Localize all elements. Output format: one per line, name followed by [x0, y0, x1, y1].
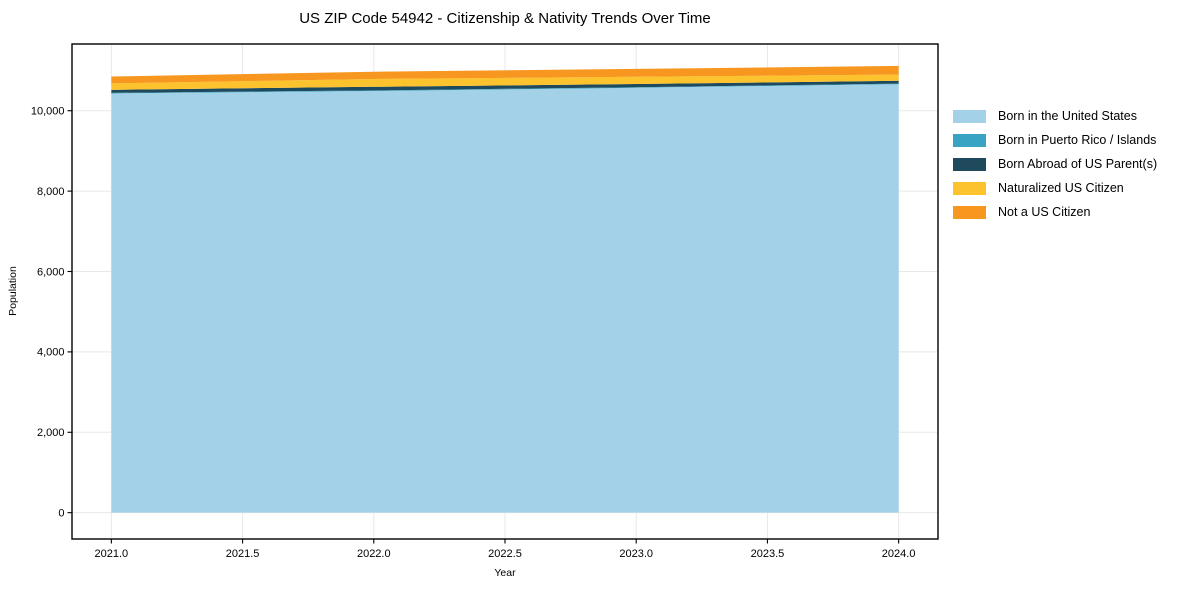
area-series-2 [111, 80, 899, 93]
legend-swatch-icon [953, 133, 986, 147]
x-axis-title: Year [494, 567, 516, 579]
y-tick-label: 2,000 [37, 427, 65, 439]
chart-legend: Born in the United States Born in Puerto … [953, 109, 1157, 219]
legend-swatch-icon [953, 205, 986, 219]
y-axis-title: Population [7, 266, 19, 316]
x-tick-label: 2023.0 [619, 548, 653, 560]
area-series-4 [111, 65, 899, 84]
legend-swatch-icon [953, 181, 986, 195]
legend-item-1: Born in Puerto Rico / Islands [953, 133, 1157, 147]
x-tick-label: 2021.0 [95, 548, 129, 560]
legend-item-0: Born in the United States [953, 109, 1157, 123]
x-tick-label: 2022.5 [488, 548, 522, 560]
legend-swatch-icon [953, 157, 986, 171]
area-series-3 [111, 74, 899, 90]
x-tick-label: 2021.5 [226, 548, 260, 560]
x-tick-label: 2024.0 [882, 548, 916, 560]
area-series-1 [111, 83, 899, 94]
chart-title: US ZIP Code 54942 - Citizenship & Nativi… [299, 10, 711, 27]
legend-item-4: Not a US Citizen [953, 205, 1157, 219]
legend-label: Born in the United States [998, 109, 1137, 123]
y-tick-label: 6,000 [37, 266, 65, 278]
legend-item-3: Naturalized US Citizen [953, 181, 1157, 195]
legend-label: Not a US Citizen [998, 205, 1091, 219]
x-tick-label: 2022.0 [357, 548, 391, 560]
legend-swatch-icon [953, 109, 986, 123]
area-series-0 [111, 84, 899, 513]
x-tick-label: 2023.5 [751, 548, 785, 560]
legend-item-2: Born Abroad of US Parent(s) [953, 157, 1157, 171]
y-tick-label: 8,000 [37, 186, 65, 198]
legend-label: Born in Puerto Rico / Islands [998, 133, 1157, 147]
y-tick-label: 4,000 [37, 347, 65, 359]
y-tick-label: 10,000 [31, 106, 65, 118]
legend-label: Naturalized US Citizen [998, 181, 1124, 195]
legend-label: Born Abroad of US Parent(s) [998, 157, 1158, 171]
y-tick-label: 0 [58, 507, 64, 519]
